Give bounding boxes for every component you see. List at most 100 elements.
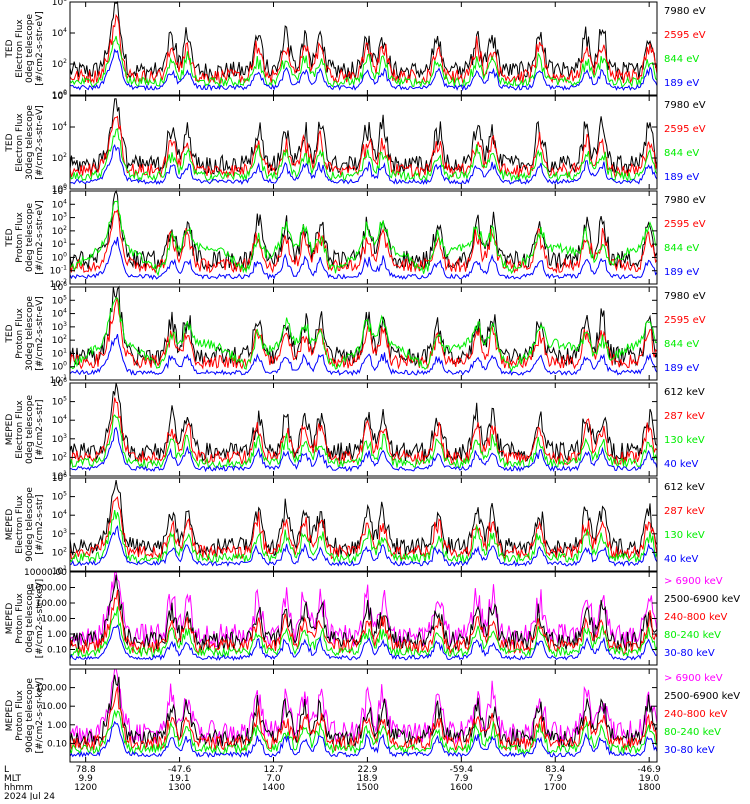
- panel-frame: [69, 95, 658, 190]
- series-line-red: [69, 496, 658, 561]
- x-tick-label-lat: 78.8: [76, 765, 96, 775]
- y-tick-label: 100: [52, 361, 67, 373]
- x-tick-label-hhmm: 1500: [356, 783, 379, 793]
- series-line-magenta: [69, 668, 658, 745]
- legend-entry: 40 keV: [664, 459, 698, 470]
- series-line-blue: [69, 426, 658, 473]
- legend-entry: 2595 eV: [664, 30, 706, 41]
- series-line-blue: [69, 624, 658, 662]
- x-tick-label-hhmm: 1700: [544, 783, 567, 793]
- y-axis-label: Electron Flux: [15, 113, 25, 172]
- y-axis-label: [#/cm2-s-str-eV]: [35, 200, 45, 275]
- y-tick-label: 105: [52, 294, 67, 306]
- y-axis-label: Proton Flux: [15, 308, 25, 359]
- y-tick-label: 10-2: [50, 278, 68, 290]
- series-line-black: [69, 480, 658, 558]
- y-tick-label: 104: [52, 509, 67, 521]
- series-line-blue: [69, 720, 658, 759]
- x-tick-label-mlt: 7.9: [548, 774, 563, 784]
- y-tick-label: 106: [52, 90, 67, 102]
- series-line-blue: [69, 143, 658, 186]
- panel-7: 0.10 1.00 10.00 100.00 1000.00 10000.00 MEPED P…: [5, 568, 740, 666]
- x-tick-label-hhmm: 1200: [74, 783, 97, 793]
- y-axis-label: 0deg telescope: [25, 203, 35, 273]
- series-line-black: [69, 574, 658, 652]
- x-tick-label-hhmm: 1300: [168, 783, 191, 793]
- y-axis-label: [#/cm2-s-sr-keV]: [35, 678, 45, 754]
- y-axis-label: MEPED: [5, 509, 15, 541]
- panel-frame: [69, 668, 658, 763]
- x-tick-label-mlt: 7.0: [266, 774, 281, 784]
- legend-entry: 240-800 keV: [664, 612, 728, 623]
- panel-2: 100 102 104 106 TED Electron Flux 30deg telesc…: [5, 90, 706, 195]
- series-line-black: [69, 189, 658, 271]
- y-tick-label: 101: [52, 347, 67, 359]
- legend-entry: 7980 eV: [664, 195, 706, 206]
- panel-frame: [69, 286, 658, 381]
- panel-frame: [69, 477, 658, 572]
- legend-entry: 130 keV: [664, 435, 705, 446]
- x-tick-label-hhmm: 1600: [450, 783, 473, 793]
- y-tick-label: 102: [52, 334, 67, 346]
- x-tick-label-hhmm: 1800: [638, 783, 661, 793]
- y-tick-label: 1.00: [47, 630, 67, 640]
- series-line-blue: [69, 48, 658, 92]
- y-tick-label: 105: [52, 185, 67, 197]
- panel-8: 0.10 1.00 10.00 100.00 MEPED Proton Flux 90deg…: [5, 668, 740, 763]
- y-tick-label: 1.00: [47, 721, 67, 731]
- legend-entry: 612 keV: [664, 387, 705, 398]
- y-tick-label: 10000.00: [24, 568, 67, 578]
- y-axis-label: Electron Flux: [15, 400, 25, 459]
- x-tick-label-lat: 12.7: [263, 765, 283, 775]
- legend-entry: > 6900 keV: [664, 673, 723, 684]
- series-line-red: [69, 297, 658, 370]
- y-axis-label: TED: [5, 133, 15, 152]
- footer-row-label: L: [4, 765, 9, 775]
- y-tick-label: 102: [52, 58, 67, 70]
- y-tick-label: 106: [52, 377, 67, 389]
- legend-entry: 7980 eV: [664, 100, 706, 111]
- legend-entry: > 6900 keV: [664, 576, 723, 587]
- y-tick-label: 0.10: [47, 739, 67, 749]
- y-tick-label: 100: [52, 89, 67, 101]
- footer-row-label: hhmm: [4, 783, 33, 793]
- y-tick-label: 103: [52, 433, 67, 445]
- y-axis-label: TED: [5, 324, 15, 343]
- x-tick-label-lat: 83.4: [545, 765, 565, 775]
- y-tick-label: 103: [52, 212, 67, 224]
- y-axis-label: TED: [5, 39, 15, 58]
- x-tick-label-lat: -47.6: [168, 765, 192, 775]
- series-line-red: [69, 397, 658, 466]
- panel-frame: [69, 1, 658, 96]
- legend-entry: 2500-6900 keV: [664, 691, 740, 702]
- series-line-green: [69, 200, 658, 277]
- series-line-black: [69, 285, 658, 367]
- legend-entry: 80-240 keV: [664, 727, 721, 738]
- legend-entry: 2595 eV: [664, 219, 706, 230]
- y-tick-label: 105: [52, 491, 67, 503]
- legend-entry: 844 eV: [664, 148, 699, 159]
- y-axis-label: Proton Flux: [15, 212, 25, 263]
- x-tick-label-mlt: 9.9: [78, 774, 93, 784]
- y-tick-label: 104: [52, 308, 67, 320]
- y-tick-label: 10-1: [50, 265, 68, 277]
- y-tick-label: 102: [52, 451, 67, 463]
- x-tick-label-lat: -59.4: [450, 765, 474, 775]
- y-axis-label: Electron Flux: [15, 495, 25, 554]
- y-tick-label: 101: [52, 565, 67, 577]
- y-axis-label: MEPED: [5, 603, 15, 635]
- x-tick-label-mlt: 7.9: [454, 774, 469, 784]
- y-tick-label: 102: [52, 546, 67, 558]
- series-line-green: [69, 297, 658, 373]
- y-tick-label: 101: [52, 470, 67, 482]
- y-axis-label: MEPED: [5, 414, 15, 446]
- y-tick-label: 105: [52, 396, 67, 408]
- panel-frame: [69, 190, 658, 285]
- y-axis-label: Proton Flux: [15, 593, 25, 644]
- x-tick-label-mlt: 19.1: [170, 774, 190, 784]
- y-axis-label: TED: [5, 228, 15, 247]
